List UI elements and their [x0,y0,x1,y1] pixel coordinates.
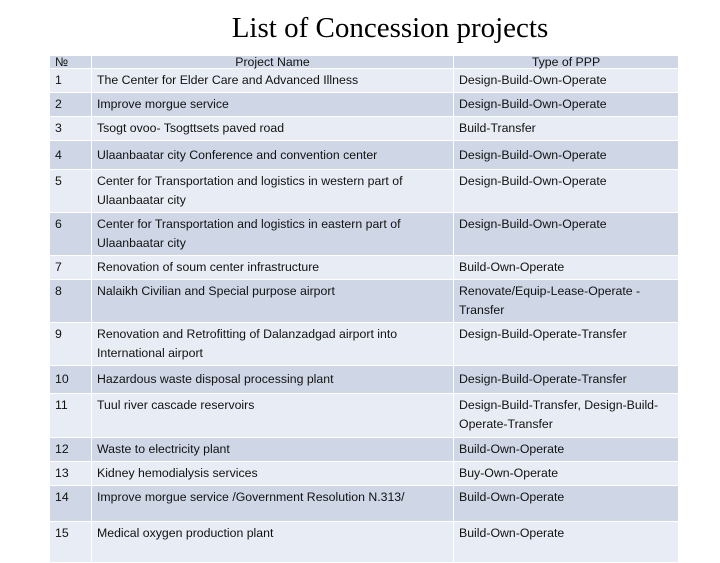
table-row: 2 Improve morgue service Design-Build-Own-… [49,92,679,117]
row-number: 8 [49,279,92,323]
table-body: 1 The Center for Elder Care and Advanced … [49,68,679,563]
row-number: 13 [49,461,92,486]
ppp-type: Design-Build-Own-Operate [453,140,679,170]
table-row: 5 Center for Transportation and logistics… [49,169,679,213]
ppp-type: Renovate/Equip-Lease-Operate -Transfer [453,279,679,323]
column-header: Type of PPP [453,55,679,69]
table-row: 12 Waste to electricity plant Build-Own-Op… [49,437,679,462]
ppp-type: Design-Build-Own-Operate [453,212,679,256]
project-name: Center for Transportation and logistics … [91,169,454,213]
table-row: 11 Tuul river cascade reservoirs Design-Bu… [49,393,679,438]
projects-table: № Project Name Type of PPP 1 The Center f… [49,55,679,563]
row-number: 10 [49,365,92,394]
table-row: 14 Improve morgue service /Government Res… [49,485,679,522]
project-name: Tsogt ovoo- Tsogttsets paved road [91,116,454,141]
row-number: 9 [49,322,92,366]
project-name: Renovation of soum center infrastructure [91,255,454,280]
table-row: 13 Kidney hemodialysis services Buy-Own-Op… [49,461,679,486]
title: List of Concession projects [231,12,549,44]
project-name: Hazardous waste disposal processing plan… [91,365,454,394]
ppp-type: Build-Own-Operate [453,255,679,280]
ppp-type: Design-Build-Operate-Transfer [453,322,679,366]
project-name: Tuul river cascade reservoirs [91,393,454,438]
ppp-type: Build-Own-Operate [453,485,679,522]
page: List of Concession projects № Project Na… [49,12,679,563]
row-number: 1 [49,68,92,93]
project-name: Waste to electricity plant [91,437,454,462]
column-header: № [49,55,92,69]
row-number: 5 [49,169,92,213]
project-name: Center for Transportation and logistics … [91,212,454,256]
ppp-type: Build-Own-Operate [453,521,679,563]
ppp-type: Build-Transfer [453,116,679,141]
project-name: Improve morgue service [91,92,454,117]
row-number: 7 [49,255,92,280]
project-name: The Center for Elder Care and Advanced I… [91,68,454,93]
row-number: 2 [49,92,92,117]
table-row: 15 Medical oxygen production plant Build-O… [49,521,679,563]
table-row: 9 Renovation and Retrofitting of Dalanzad… [49,322,679,366]
row-number: 12 [49,437,92,462]
ppp-type: Design-Build-Transfer, Design-Build-Oper… [453,393,679,438]
row-number: 4 [49,140,92,170]
ppp-type: Design-Build-Own-Operate [453,169,679,213]
row-number: 6 [49,212,92,256]
table-row: 7 Renovation of soum center infrastructur… [49,255,679,280]
table-row: 3 Tsogt ovoo- Tsogttsets paved road Build-… [49,116,679,141]
ppp-type: Design-Build-Own-Operate [453,92,679,117]
project-name: Nalaikh Civilian and Special purpose air… [91,279,454,323]
header-row: № Project Name Type of PPP [49,55,679,69]
project-name: Kidney hemodialysis services [91,461,454,486]
table-row: 1 The Center for Elder Care and Advanced … [49,68,679,93]
project-name: Improve morgue service /Government Resol… [91,485,454,522]
ppp-type: Design-Build-Operate-Transfer [453,365,679,394]
project-name: Renovation and Retrofitting of Dalanzadg… [91,322,454,366]
table-row: 4 Ulaanbaatar city Conference and convent… [49,140,679,170]
ppp-type: Buy-Own-Operate [453,461,679,486]
column-header: Project Name [91,55,454,69]
row-number: 11 [49,393,92,438]
table-row: 6 Center for Transportation and logistics… [49,212,679,256]
project-name: Ulaanbaatar city Conference and conventi… [91,140,454,170]
table-row: 8 Nalaikh Civilian and Special purpose ai… [49,279,679,323]
table-row: 10 Hazardous waste disposal processing pl… [49,365,679,394]
ppp-type: Design-Build-Own-Operate [453,68,679,93]
ppp-type: Build-Own-Operate [453,437,679,462]
row-number: 14 [49,485,92,522]
row-number: 3 [49,116,92,141]
project-name: Medical oxygen production plant [91,521,454,563]
row-number: 15 [49,521,92,563]
